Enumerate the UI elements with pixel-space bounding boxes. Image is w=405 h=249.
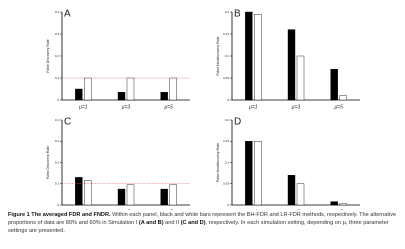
x-tick-label: μ=5 bbox=[333, 104, 343, 110]
panel-label: C bbox=[64, 117, 71, 128]
y-tick-label: 0.3 bbox=[55, 139, 60, 143]
x-tick-label: μ=1 bbox=[248, 209, 258, 210]
y-tick-label: 0.05 bbox=[223, 182, 229, 186]
y-tick-label: 0.2 bbox=[55, 54, 60, 58]
y-tick-label: 0 bbox=[227, 98, 229, 102]
x-tick-label: μ=5 bbox=[333, 209, 343, 210]
y-tick-label: 0 bbox=[57, 203, 59, 207]
bar bbox=[84, 77, 92, 101]
y-tick-label: 0 bbox=[57, 98, 59, 102]
x-tick-label: μ=3 bbox=[291, 209, 301, 210]
y-tick-label: 0.1 bbox=[225, 54, 230, 58]
bar bbox=[169, 184, 177, 206]
bar bbox=[254, 141, 262, 206]
y-tick-label: 0.2 bbox=[55, 160, 60, 164]
x-tick-label: μ=5 bbox=[163, 209, 173, 210]
x-tick-label: μ=1 bbox=[78, 209, 88, 210]
y-tick-label: 0.15 bbox=[223, 32, 229, 36]
bar bbox=[117, 92, 126, 101]
bar bbox=[296, 55, 305, 101]
panel-label: A bbox=[64, 9, 71, 20]
bar bbox=[126, 184, 135, 206]
y-tick-label: 0.4 bbox=[55, 118, 60, 122]
y-tick-label: 0.15 bbox=[223, 139, 229, 143]
bar bbox=[84, 180, 92, 206]
bar bbox=[287, 29, 296, 101]
y-tick-label: 0.1 bbox=[55, 182, 60, 186]
x-tick-label: μ=5 bbox=[163, 104, 173, 110]
y-tick-label: 0.1 bbox=[225, 160, 230, 164]
bar bbox=[126, 77, 135, 101]
bar bbox=[245, 11, 253, 101]
y-tick-label: 0.4 bbox=[55, 10, 60, 14]
bar bbox=[330, 201, 338, 206]
bar bbox=[169, 77, 177, 101]
caption-text: , respectively. In each simulation setti… bbox=[8, 220, 389, 234]
bar bbox=[245, 141, 253, 206]
bar bbox=[160, 92, 168, 101]
panel-label: B bbox=[234, 9, 241, 20]
y-axis-label: False Discovery Rate bbox=[46, 146, 50, 179]
y-axis-label: False Discovery Rate bbox=[46, 39, 50, 72]
y-axis-label: False Nondiscovery Rate bbox=[216, 143, 220, 182]
y-tick-label: 0.05 bbox=[223, 76, 229, 80]
x-tick-label: μ=3 bbox=[291, 104, 301, 110]
caption-text: and II bbox=[163, 220, 181, 226]
bar bbox=[75, 177, 83, 206]
bar bbox=[254, 13, 262, 101]
bar bbox=[117, 188, 126, 206]
caption-text: Within each panel, black and white bars … bbox=[8, 212, 397, 226]
x-tick-label: μ=1 bbox=[248, 104, 258, 110]
y-tick-label: 0.3 bbox=[55, 32, 60, 36]
y-tick-label: 0.2 bbox=[225, 10, 230, 14]
caption-text: (C and D) bbox=[180, 220, 206, 226]
charts: A False Discovery Rate 0 0.1 0.2 0.3 0.4 μ=1 μ=3… bbox=[46, 9, 360, 210]
caption: Figure 1 The averaged FDR and FNDR. With… bbox=[8, 211, 398, 235]
bar bbox=[296, 183, 305, 206]
x-tick-label: μ=3 bbox=[121, 104, 131, 110]
y-axis-label: False Nondiscovery Rate bbox=[216, 36, 220, 75]
bar bbox=[339, 203, 347, 206]
panel-label: D bbox=[234, 117, 241, 128]
bar bbox=[330, 68, 338, 101]
bar bbox=[75, 88, 83, 101]
y-tick-label: 0 bbox=[227, 203, 229, 207]
bar bbox=[287, 175, 296, 206]
caption-text: (A and B) bbox=[138, 220, 164, 226]
bar bbox=[339, 95, 347, 101]
y-tick-label: 0.1 bbox=[55, 76, 60, 80]
x-tick-label: μ=3 bbox=[121, 209, 131, 210]
caption-title: Figure 1 The averaged FDR and FNDR. bbox=[8, 212, 111, 218]
y-tick-label: 0.2 bbox=[225, 118, 230, 122]
x-tick-label: μ=1 bbox=[78, 104, 88, 110]
bar bbox=[160, 188, 168, 206]
